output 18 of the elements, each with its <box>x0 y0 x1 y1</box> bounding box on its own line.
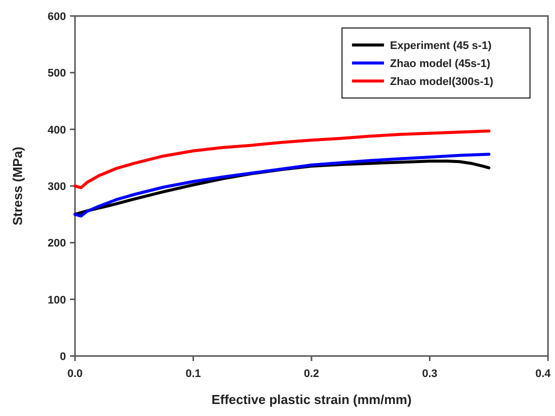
legend-label: Zhao model(300s-1) <box>390 76 494 88</box>
y-tick-label: 300 <box>48 181 66 193</box>
legend-label: Zhao model (45s-1) <box>390 58 491 70</box>
y-tick-label: 200 <box>48 238 66 250</box>
y-tick-label: 400 <box>48 124 66 136</box>
x-tick-label: 0.0 <box>67 368 83 380</box>
y-tick-label: 0 <box>60 351 66 363</box>
x-tick-label: 0.1 <box>186 368 201 380</box>
x-tick-label: 0.2 <box>304 368 320 380</box>
y-tick-label: 500 <box>48 68 66 80</box>
y-axis-title: Stress (MPa) <box>10 146 25 226</box>
x-tick-label: 0.4 <box>535 368 552 380</box>
x-axis-title: Effective plastic strain (mm/mm) <box>211 392 412 407</box>
line-series <box>74 130 490 190</box>
y-tick-label: 600 <box>48 11 66 23</box>
y-tick-label: 100 <box>48 294 66 306</box>
legend-label: Experiment (45 s-1) <box>390 40 492 52</box>
x-tick-label: 0.3 <box>422 368 438 380</box>
